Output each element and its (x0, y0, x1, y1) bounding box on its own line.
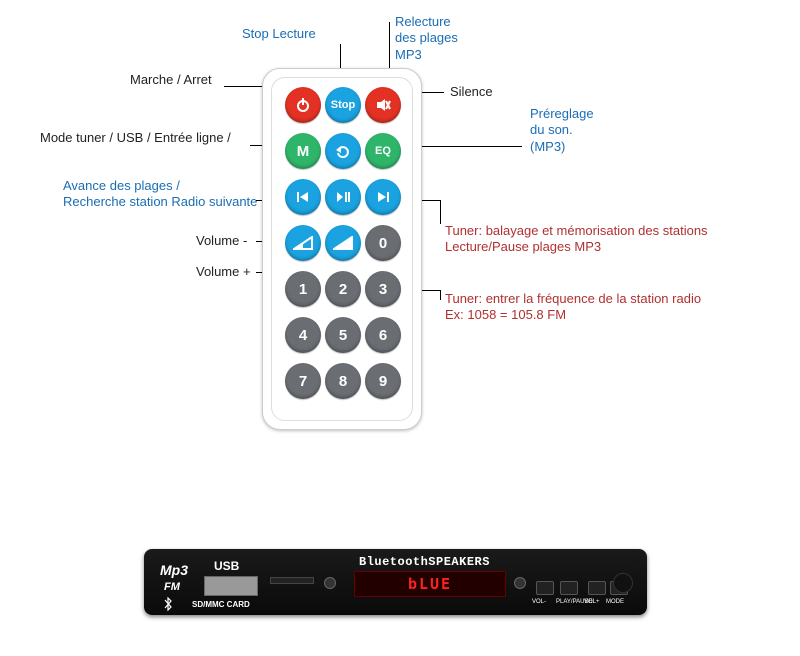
led-display: bLUE (354, 571, 506, 597)
panel-btn-play-pause[interactable] (560, 581, 578, 595)
panel-mp3: Mp3 (160, 562, 188, 578)
remote-btn-stop[interactable]: Stop (325, 87, 361, 123)
label-relecture: Relecture des plages MP3 (395, 14, 458, 63)
panel-btn-label: MODE (606, 599, 624, 605)
remote-btn-volup[interactable] (325, 225, 361, 261)
sd-slot (270, 577, 314, 584)
label-marche: Marche / Arret (130, 72, 212, 88)
panel-btn-vol-[interactable] (536, 581, 554, 595)
label-volume-minus: Volume - (196, 233, 247, 249)
label-frequence: Tuner: entrer la fréquence de la station… (445, 291, 701, 324)
remote-btn-m[interactable]: M (285, 133, 321, 169)
remote-btn-6[interactable]: 6 (365, 317, 401, 353)
bluetooth-panel: Mp3 FM USB SD/MMC CARD BluetoothSPEAKERS… (144, 549, 647, 615)
remote-btn-eq[interactable]: EQ (365, 133, 401, 169)
remote-btn-7[interactable]: 7 (285, 363, 321, 399)
remote-btn-4[interactable]: 4 (285, 317, 321, 353)
label-mode-tuner: Mode tuner / USB / Entrée ligne / (40, 130, 231, 146)
usb-port (204, 576, 258, 596)
remote-btn-0[interactable]: 0 (365, 225, 401, 261)
screw-left (324, 577, 336, 589)
remote-btn-9[interactable]: 9 (365, 363, 401, 399)
remote-btn-5[interactable]: 5 (325, 317, 361, 353)
remote-btn-playpause[interactable] (325, 179, 361, 215)
remote-btn-mute[interactable] (365, 87, 401, 123)
label-balayage: Tuner: balayage et mémorisation des stat… (445, 223, 708, 256)
remote-btn-power[interactable] (285, 87, 321, 123)
remote-btn-prev[interactable] (285, 179, 321, 215)
remote-btn-8[interactable]: 8 (325, 363, 361, 399)
remote-btn-1[interactable]: 1 (285, 271, 321, 307)
panel-btn-label: VOL- (532, 599, 546, 605)
leader-line (440, 290, 441, 300)
label-avance: Avance des plages / Recherche station Ra… (63, 178, 257, 211)
remote-btn-voldown[interactable] (285, 225, 321, 261)
label-prereglage: Préreglage du son. (MP3) (530, 106, 594, 155)
panel-btn-label: VOL+ (584, 599, 600, 605)
leader-line (440, 200, 441, 224)
label-silence: Silence (450, 84, 493, 100)
remote-btn-return[interactable] (325, 133, 361, 169)
panel-title: BluetoothSPEAKERS (359, 555, 490, 569)
panel-usb-label: USB (214, 559, 239, 573)
remote-btn-3[interactable]: 3 (365, 271, 401, 307)
screw-right (514, 577, 526, 589)
panel-fm: FM (164, 581, 180, 593)
label-stop-lecture: Stop Lecture (242, 26, 316, 42)
panel-btn-vol-[interactable] (588, 581, 606, 595)
bluetooth-icon (162, 597, 174, 616)
remote-btn-next[interactable] (365, 179, 401, 215)
remote-control: StopM EQ 0 123 456 789 (262, 68, 422, 430)
ir-window (613, 573, 633, 593)
panel-sd-label: SD/MMC CARD (192, 600, 250, 609)
label-volume-plus: Volume + (196, 264, 251, 280)
remote-btn-2[interactable]: 2 (325, 271, 361, 307)
